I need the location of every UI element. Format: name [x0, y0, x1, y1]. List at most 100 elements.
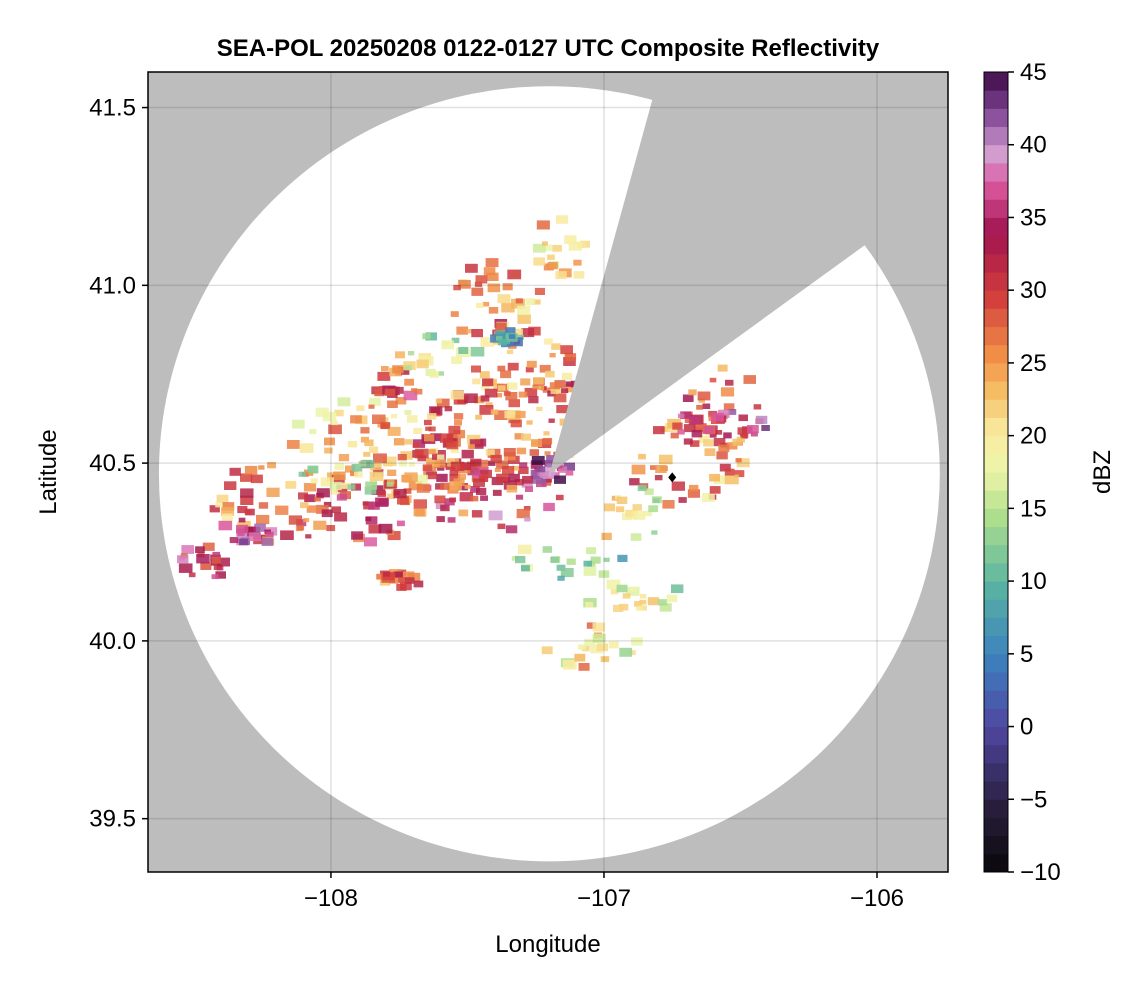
echo-cell — [727, 409, 737, 415]
colorbar-band — [984, 635, 1008, 655]
echo-cell — [702, 493, 715, 502]
echo-cell — [437, 465, 445, 471]
echo-cell — [470, 458, 482, 467]
echo-blob — [376, 569, 424, 591]
echo-cell — [556, 405, 569, 414]
echo-cell — [298, 492, 309, 500]
echo-cell — [630, 587, 638, 592]
echo-cell — [517, 544, 532, 555]
echo-cell — [368, 524, 382, 534]
echo-cell — [690, 440, 700, 447]
echo-cell — [490, 409, 499, 415]
colorbar-band — [984, 435, 1008, 455]
echo-cell — [497, 365, 506, 372]
echo-cell — [403, 488, 412, 494]
echo-cell — [474, 396, 485, 404]
echo-cell — [566, 558, 576, 565]
echo-cell — [396, 520, 405, 527]
echo-cell — [464, 393, 478, 403]
colorbar-band — [984, 781, 1008, 800]
echo-cell — [393, 438, 405, 446]
echo-cell — [693, 423, 707, 433]
echo-cell — [304, 494, 316, 503]
echo-cell — [517, 305, 531, 315]
echo-cell — [494, 410, 508, 420]
echo-cell — [639, 605, 647, 611]
echo-cell — [488, 460, 496, 466]
echo-cell — [453, 284, 461, 291]
echo-cell — [654, 475, 663, 481]
colorbar-band — [984, 126, 1008, 146]
echo-cell — [590, 556, 601, 564]
echo-cell — [735, 458, 742, 463]
colorbar-tick-label: 40 — [1020, 132, 1047, 159]
echo-cell — [659, 603, 672, 612]
echo-cell — [448, 425, 461, 435]
echo-cell — [503, 448, 516, 457]
echo-cell — [211, 574, 219, 580]
echo-cell — [565, 470, 574, 476]
echo-cell — [549, 353, 556, 358]
echo-cell — [449, 473, 461, 482]
echo-cell — [229, 537, 239, 544]
echo-cell — [737, 427, 749, 435]
echo-cell — [514, 433, 524, 440]
echo-cell — [390, 414, 398, 419]
echo-cell — [550, 388, 559, 394]
echo-cell — [364, 486, 377, 495]
echo-cell — [503, 391, 511, 396]
echo-cell — [549, 382, 560, 390]
echo-cell — [474, 281, 483, 287]
echo-cell — [482, 301, 490, 307]
echo-cell — [506, 485, 518, 493]
echo-cell — [258, 502, 269, 509]
echo-cell — [725, 379, 734, 386]
echo-cell — [363, 451, 371, 457]
x-axis-label: Longitude — [495, 931, 600, 958]
echo-cell — [672, 422, 683, 430]
echo-cell — [709, 377, 717, 383]
echo-cell — [405, 577, 415, 584]
echo-cell — [512, 328, 523, 336]
echo-cell — [450, 311, 459, 317]
echo-cell — [541, 241, 548, 246]
echo-cell — [473, 478, 485, 487]
echo-cell — [653, 498, 660, 503]
echo-cell — [636, 606, 643, 611]
echo-cell — [413, 499, 427, 509]
echo-cell — [682, 394, 694, 402]
echo-cell — [709, 432, 717, 438]
echo-cell — [592, 622, 606, 632]
echo-cell — [471, 473, 482, 481]
echo-cell — [200, 562, 212, 570]
echo-cell — [608, 641, 619, 649]
echo-cell — [237, 530, 245, 536]
echo-cell — [215, 571, 226, 579]
echo-cell — [428, 426, 436, 432]
echo-cell — [436, 516, 445, 523]
echo-cell — [266, 487, 280, 497]
echo-cell — [404, 365, 412, 371]
echo-cell — [697, 391, 711, 401]
colorbar-band — [984, 744, 1008, 764]
colorbar-tick-label: 30 — [1020, 277, 1047, 304]
echo-cell — [178, 563, 193, 573]
echo-cell — [613, 604, 624, 612]
echo-cell — [434, 495, 446, 504]
colorbar-ticks: 45 40 35 30 25 20 15 10 5 0 −5 −10 — [1008, 59, 1061, 886]
echo-cell — [316, 488, 330, 498]
echo-cell — [547, 262, 558, 270]
echo-cell — [498, 339, 507, 346]
echo-cell — [555, 271, 567, 280]
colorbar-band — [984, 762, 1008, 782]
echo-cell — [542, 546, 552, 553]
echo-cell — [480, 495, 488, 501]
echo-cell — [585, 602, 594, 608]
colorbar-band — [984, 199, 1008, 218]
echo-cell — [525, 366, 534, 373]
echo-cell — [451, 337, 460, 344]
echo-cell — [480, 337, 494, 347]
echo-cell — [555, 494, 564, 501]
echo-cell — [424, 434, 435, 442]
echo-cell — [515, 555, 526, 564]
